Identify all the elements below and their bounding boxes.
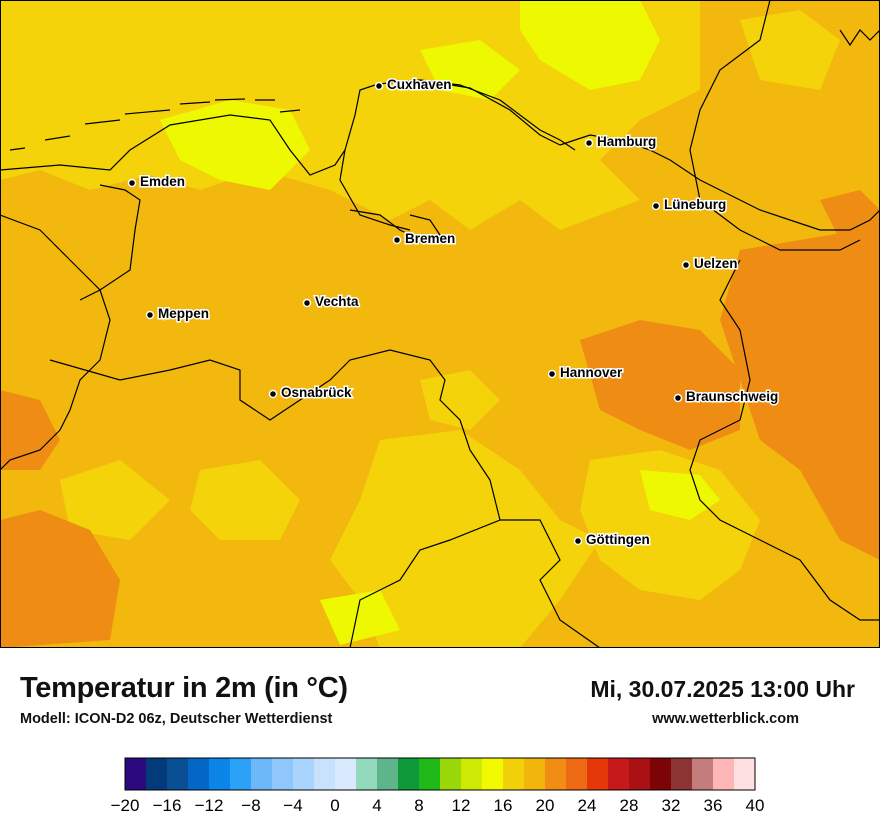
city-braunschweig: Braunschweig: [673, 388, 780, 406]
model-info: Modell: ICON-D2 06z, Deutscher Wetterdie…: [20, 711, 333, 727]
svg-text:Uelzen: Uelzen: [694, 256, 738, 271]
legend-swatch: [671, 758, 693, 790]
legend-swatch: [377, 758, 399, 790]
svg-text:Vechta: Vechta: [315, 294, 359, 309]
legend-swatch: [692, 758, 714, 790]
city-meppen: Meppen: [145, 305, 211, 323]
legend-tick-label: 40: [746, 796, 765, 815]
website-link[interactable]: www.wetterblick.com: [652, 711, 799, 727]
legend-tick-label: 0: [330, 796, 339, 815]
border-netherlands: [0, 214, 111, 471]
legend-swatch: [461, 758, 483, 790]
legend-tick-label: −12: [195, 796, 224, 815]
coolest-zones: [160, 0, 720, 645]
coastlines-and-borders: [0, 0, 880, 648]
color-legend: −20 −16 −12 −8 −4 0 4 8 12 16 20 24 28 32 36 40: [111, 757, 765, 815]
city-osnabrueck: Osnabrück: [268, 384, 354, 402]
city-emden: Emden: [127, 173, 187, 191]
legend-swatch: [482, 758, 504, 790]
temperature-map: Cuxhaven Hamburg Emden Lüneburg Bremen U…: [0, 0, 880, 648]
north-sea-coast: [0, 79, 576, 176]
legend-swatch: [440, 758, 462, 790]
svg-text:Hannover: Hannover: [560, 365, 623, 380]
legend-tick-labels: −20 −16 −12 −8 −4 0 4 8 12 16 20 24 28 32 36 40: [111, 796, 765, 815]
city-hannover: Hannover: [547, 364, 625, 382]
islands: [9, 98, 301, 151]
legend-swatch: [230, 758, 252, 790]
border-east: [689, 0, 880, 621]
legend-swatch: [209, 758, 231, 790]
legend-swatch: [251, 758, 273, 790]
border-hamburg: [559, 134, 880, 231]
legend-swatch: [335, 758, 357, 790]
legend-swatch: [608, 758, 630, 790]
svg-text:Bremen: Bremen: [405, 231, 455, 246]
elbe-estuary: [419, 79, 561, 146]
border-hessen: [500, 519, 601, 648]
weser-estuary: [339, 149, 411, 231]
legend-swatch: [146, 758, 168, 790]
legend-tick-label: 36: [704, 796, 723, 815]
legend-swatch: [734, 758, 756, 790]
city-bremen: Bremen: [392, 230, 457, 248]
svg-text:Braunschweig: Braunschweig: [686, 389, 778, 404]
legend-swatch: [314, 758, 336, 790]
forecast-datetime: Mi, 30.07.2025 13:00 Uhr: [590, 676, 855, 702]
legend-tick-label: 8: [414, 796, 423, 815]
legend-swatch: [503, 758, 525, 790]
legend-swatch: [545, 758, 567, 790]
legend-tick-label: 32: [662, 796, 681, 815]
legend-color-bar: [124, 757, 756, 791]
legend-swatch: [587, 758, 609, 790]
legend-tick-label: −20: [111, 796, 140, 815]
legend-swatch: [629, 758, 651, 790]
legend-swatch: [125, 758, 147, 790]
svg-text:Cuxhaven: Cuxhaven: [387, 77, 452, 92]
legend-swatch: [713, 758, 735, 790]
border-east-coast: [839, 29, 880, 47]
svg-text:Hamburg: Hamburg: [597, 134, 656, 149]
svg-text:Göttingen: Göttingen: [586, 532, 650, 547]
legend-tick-label: 4: [372, 796, 381, 815]
border-nrw: [49, 349, 501, 648]
legend-swatch: [566, 758, 588, 790]
legend-tick-label: 28: [620, 796, 639, 815]
city-uelzen: Uelzen: [681, 255, 739, 273]
svg-text:Meppen: Meppen: [158, 306, 209, 321]
legend-tick-label: 12: [452, 796, 471, 815]
map-title: Temperatur in 2m (in °C): [20, 672, 348, 704]
city-hamburg: Hamburg: [584, 133, 658, 151]
legend-swatch: [419, 758, 441, 790]
legend-swatch: [356, 758, 378, 790]
legend-tick-label: 24: [578, 796, 597, 815]
legend-tick-label: 16: [494, 796, 513, 815]
legend-swatch: [188, 758, 210, 790]
legend-tick-label: −16: [153, 796, 182, 815]
legend-swatch: [650, 758, 672, 790]
legend-tick-label: 20: [536, 796, 555, 815]
legend-swatch: [167, 758, 189, 790]
city-goettingen: Göttingen: [573, 531, 651, 549]
city-lueneburg: Lüneburg: [651, 196, 728, 214]
border-bremen: [349, 209, 441, 241]
svg-text:Lüneburg: Lüneburg: [664, 197, 726, 212]
svg-text:Osnabrück: Osnabrück: [281, 385, 352, 400]
legend-swatch: [272, 758, 294, 790]
cities: Cuxhaven Hamburg Emden Lüneburg Bremen U…: [127, 76, 780, 549]
legend-swatch: [293, 758, 315, 790]
warm-zones: [0, 190, 880, 648]
legend-tick-label: −8: [241, 796, 260, 815]
legend-tick-label: −4: [283, 796, 302, 815]
city-vechta: Vechta: [302, 293, 361, 311]
cool-zones: [0, 0, 840, 648]
svg-text:Emden: Emden: [140, 174, 185, 189]
legend-swatch: [398, 758, 420, 790]
legend-swatch: [524, 758, 546, 790]
city-cuxhaven: Cuxhaven: [374, 76, 453, 94]
legend-frame: [124, 757, 756, 791]
